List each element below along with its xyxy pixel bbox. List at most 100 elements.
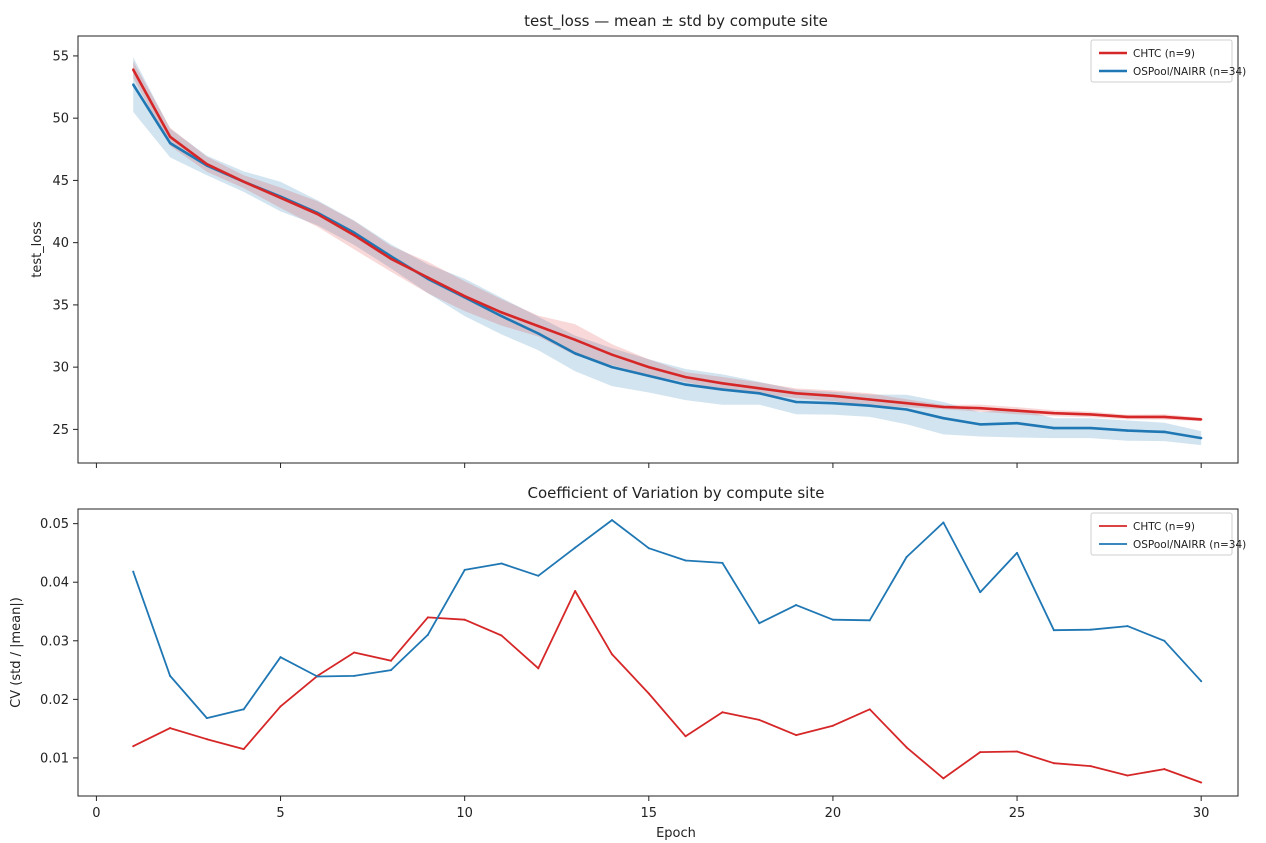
cv-point-ospool xyxy=(132,570,135,573)
point-ospool xyxy=(1052,426,1056,430)
cv-point-ospool xyxy=(1052,629,1055,632)
cv-point-ospool xyxy=(721,561,724,564)
point-ospool xyxy=(1089,426,1092,430)
plot-frame xyxy=(77,508,1239,797)
cv-point-ospool xyxy=(390,669,393,672)
cv-point-ospool xyxy=(537,574,540,577)
x-axis xyxy=(95,463,1202,468)
x-tick-label: 25 xyxy=(1009,806,1026,821)
cv-point-chtc xyxy=(426,616,429,619)
point-chtc xyxy=(647,365,650,369)
y-tick-label: 25 xyxy=(52,423,69,438)
y-tick-label: 0.03 xyxy=(40,634,69,649)
point-chtc xyxy=(1052,412,1056,415)
cv-point-chtc xyxy=(574,590,577,592)
point-chtc xyxy=(573,338,577,341)
chart-title: test_loss — mean ± std by compute site xyxy=(524,12,828,31)
cv-point-chtc xyxy=(1052,762,1055,765)
x-axis: 0 5 10 15 20 25 30 xyxy=(92,796,1209,821)
y-tick-label: 30 xyxy=(52,361,69,376)
x-tick-label: 0 xyxy=(92,806,100,821)
cv-point-ospool xyxy=(279,656,282,659)
point-ospool xyxy=(831,402,835,405)
legend: CHTC (n=9) OSPool/NAIRR (n=34) xyxy=(1090,512,1246,556)
cv-point-chtc xyxy=(721,711,724,714)
point-ospool xyxy=(1015,421,1019,425)
cv-point-ospool xyxy=(942,521,945,524)
x-tick-label: 15 xyxy=(641,806,658,821)
cv-point-ospool xyxy=(831,618,834,621)
cv-line-chtc xyxy=(132,590,1202,784)
point-chtc xyxy=(168,135,172,139)
legend-label-ospool: OSPool/NAIRR (n=34) xyxy=(1133,66,1246,78)
y-tick-label: 50 xyxy=(52,112,69,127)
point-chtc xyxy=(500,311,503,314)
chart-title: Coefficient of Variation by compute site xyxy=(528,484,825,502)
cv-point-chtc xyxy=(500,634,503,637)
legend-label-chtc: CHTC (n=9) xyxy=(1133,48,1195,60)
cv-chart-panel: Coefficient of Variation by compute site… xyxy=(9,484,1246,841)
point-ospool xyxy=(979,423,982,426)
y-tick-label: 0.01 xyxy=(40,751,69,766)
cv-point-ospool xyxy=(353,674,356,677)
cv-point-chtc xyxy=(684,735,687,738)
y-tick-label: 0.05 xyxy=(40,517,69,532)
x-axis-label: Epoch xyxy=(656,826,696,841)
x-tick-label: 20 xyxy=(825,806,842,821)
mean-lines xyxy=(132,68,1203,440)
point-chtc xyxy=(684,375,687,379)
point-chtc xyxy=(868,398,871,401)
cv-point-ospool xyxy=(463,568,466,571)
point-chtc xyxy=(721,382,724,385)
cv-point-ospool xyxy=(647,547,650,550)
cv-point-ospool xyxy=(758,622,761,625)
point-chtc xyxy=(1015,409,1019,412)
cv-point-chtc xyxy=(537,667,540,670)
cv-point-chtc xyxy=(1016,750,1019,753)
mean-line-chtc xyxy=(132,68,1202,421)
cv-point-chtc xyxy=(831,724,834,727)
y-axis-label: CV (std / |mean|) xyxy=(9,597,24,708)
cv-point-ospool xyxy=(169,674,172,677)
point-ospool xyxy=(352,231,356,234)
cv-point-chtc xyxy=(868,708,871,711)
cv-point-ospool xyxy=(868,619,871,622)
point-ospool xyxy=(500,314,503,318)
cv-point-chtc xyxy=(647,692,650,695)
y-tick-label: 0.02 xyxy=(40,693,69,708)
point-chtc xyxy=(1089,413,1092,416)
cv-point-ospool xyxy=(684,559,687,562)
std-band-ospool xyxy=(133,57,1202,446)
legend: CHTC (n=9) OSPool/NAIRR (n=34) xyxy=(1090,39,1246,83)
point-chtc xyxy=(537,324,540,328)
point-chtc xyxy=(316,212,319,216)
point-chtc xyxy=(610,353,614,356)
point-ospool xyxy=(1163,430,1166,434)
point-ospool xyxy=(905,408,908,411)
cv-point-ospool xyxy=(979,591,982,594)
cv-point-ospool xyxy=(205,717,208,720)
cv-point-chtc xyxy=(1089,765,1092,768)
point-ospool xyxy=(721,388,724,391)
point-chtc xyxy=(905,402,908,405)
point-ospool xyxy=(942,416,945,420)
y-tick-label: 35 xyxy=(52,298,69,313)
cv-point-chtc xyxy=(942,777,945,780)
cv-point-ospool xyxy=(426,633,429,636)
cv-point-chtc xyxy=(205,738,208,741)
point-chtc xyxy=(979,407,982,410)
point-ospool xyxy=(610,365,614,369)
cv-lines xyxy=(132,519,1203,784)
cv-line-ospool xyxy=(132,519,1202,719)
point-chtc xyxy=(205,163,209,166)
cv-point-ospool xyxy=(905,556,908,559)
y-axis: 25 30 35 40 45 50 55 xyxy=(52,49,78,438)
cv-point-chtc xyxy=(1163,768,1166,771)
point-chtc xyxy=(463,294,466,298)
point-chtc xyxy=(831,394,835,397)
cv-point-chtc xyxy=(905,746,908,749)
x-tick-label: 30 xyxy=(1193,806,1210,821)
cv-point-chtc xyxy=(242,748,245,751)
point-ospool xyxy=(168,141,172,145)
legend-label-chtc: CHTC (n=9) xyxy=(1133,521,1195,533)
